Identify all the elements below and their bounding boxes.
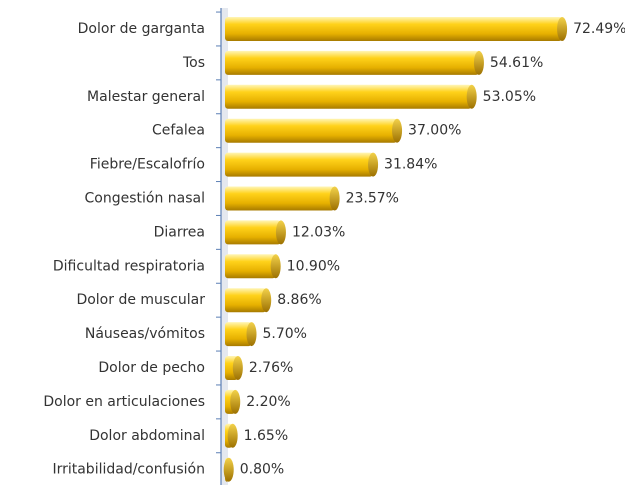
data-label: 23.57% xyxy=(346,191,399,207)
bar-cap xyxy=(227,423,238,448)
bar-cap xyxy=(466,84,477,109)
data-label: 31.84% xyxy=(384,157,437,173)
bar-cap xyxy=(270,254,281,279)
bar xyxy=(225,17,563,41)
bar xyxy=(225,254,276,279)
y-tick-label: Dolor de muscular xyxy=(76,292,205,308)
bar xyxy=(225,118,398,143)
bar-cap xyxy=(329,186,340,211)
bar-cap xyxy=(392,118,403,143)
data-label: 2.76% xyxy=(249,360,293,376)
y-tick-label: Dolor de pecho xyxy=(98,360,205,376)
bar-cap xyxy=(368,152,379,177)
data-label: 0.80% xyxy=(240,462,284,478)
bar-cap xyxy=(223,457,234,482)
data-label: 10.90% xyxy=(287,258,340,274)
y-tick-label: Dolor de garganta xyxy=(78,21,205,37)
data-label: 53.05% xyxy=(483,89,536,105)
y-tick-label: Congestión nasal xyxy=(85,191,206,207)
y-tick-label: Dolor abdominal xyxy=(89,428,205,444)
bar xyxy=(225,322,252,347)
y-tick-label: Diarrea xyxy=(154,224,205,240)
bar-cap xyxy=(473,50,484,75)
bar-cap xyxy=(246,322,257,347)
y-tick-label: Dolor en articulaciones xyxy=(43,394,205,410)
y-tick-label: Malestar general xyxy=(87,89,205,105)
data-label: 72.49% xyxy=(573,21,625,37)
y-tick-label: Náuseas/vómitos xyxy=(85,326,205,342)
bar-cap xyxy=(261,288,272,313)
bar-cap xyxy=(230,389,241,414)
bar xyxy=(225,288,267,313)
bar-cap xyxy=(275,220,286,245)
data-label: 37.00% xyxy=(408,123,461,139)
data-label: 1.65% xyxy=(244,428,288,444)
bar xyxy=(225,220,281,245)
axis-wall xyxy=(221,8,228,485)
y-tick-label: Fiebre/Escalofrío xyxy=(90,157,205,173)
data-label: 8.86% xyxy=(277,292,321,308)
y-tick-label: Tos xyxy=(182,55,205,71)
y-tick-label: Dificultad respiratoria xyxy=(53,258,205,274)
data-label: 12.03% xyxy=(292,224,345,240)
y-tick-label: Irritabilidad/confusión xyxy=(52,462,205,478)
data-label: 5.70% xyxy=(263,326,307,342)
bar-cap xyxy=(232,356,243,380)
bar xyxy=(225,152,374,177)
bar xyxy=(225,84,472,109)
bar xyxy=(225,186,335,211)
data-label: 2.20% xyxy=(246,394,290,410)
y-tick-label: Cefalea xyxy=(152,123,205,139)
bar-cap xyxy=(557,17,568,41)
data-label: 54.61% xyxy=(490,55,543,71)
bar xyxy=(225,50,479,75)
